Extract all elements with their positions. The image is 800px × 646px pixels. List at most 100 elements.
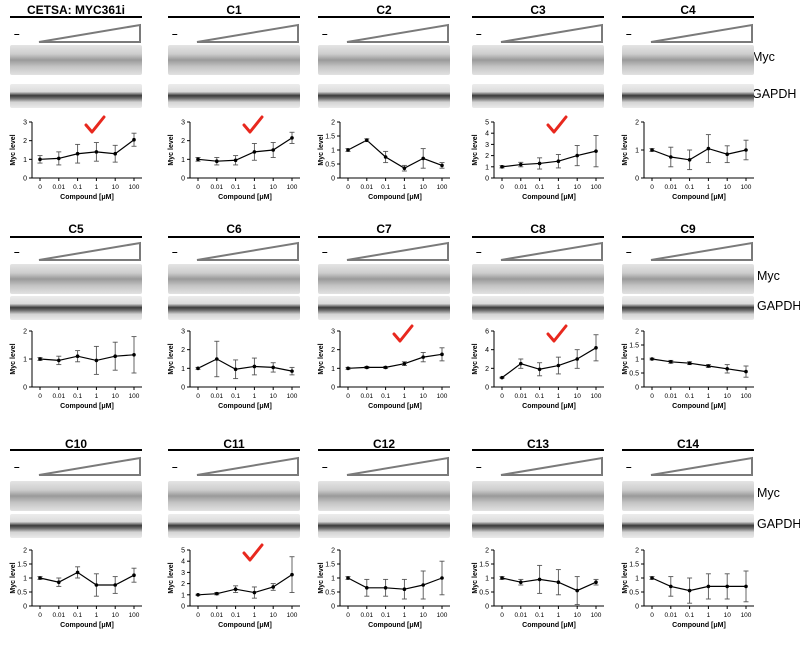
data-point xyxy=(440,352,444,357)
concentration-wedge xyxy=(346,23,449,43)
title-underline xyxy=(318,16,450,18)
y-tick-label: 0 xyxy=(181,176,185,183)
myc-level-plot: 0 1 2 Myc level 0 0.01 0.1 1 10 100 Compound [μM] xyxy=(10,329,142,410)
x-tick-label: 10 xyxy=(270,612,278,619)
x-tick-label: 0 xyxy=(346,612,350,619)
myc-level-plot: 0 0.5 1 1.5 2 Myc level 0 0.01 0.1 1 10 100 Compound… xyxy=(622,548,754,629)
y-tick-label: 1 xyxy=(23,357,27,364)
x-tick-label: 0.01 xyxy=(52,612,65,619)
title-underline xyxy=(622,16,754,18)
myc-level-plot: 0 1 2 3 4 5 Myc level 0 0.01 0.1 1 10 100 Compound [μ… xyxy=(472,120,604,201)
x-tick-label: 100 xyxy=(591,393,602,400)
data-point xyxy=(113,583,117,587)
check-icon xyxy=(242,543,264,562)
x-tick-label: 10 xyxy=(724,393,732,400)
y-tick-label: 6 xyxy=(485,329,489,336)
myc-level-plot: 0 1 2 Myc level 0 0.01 0.1 1 10 100 Compound [μM] xyxy=(622,120,754,201)
data-point xyxy=(252,150,257,154)
y-tick-label: 0 xyxy=(331,385,335,392)
concentration-wedge xyxy=(346,241,449,261)
data-point xyxy=(215,159,219,163)
data-point xyxy=(252,590,257,595)
data-point xyxy=(687,158,692,162)
myc-level-plot: 0 1 2 3 Myc level 0 0.01 0.1 1 10 100 Compound [μM] xyxy=(168,120,300,201)
x-tick-label: 0.1 xyxy=(535,393,544,400)
y-axis-label: Myc level xyxy=(472,134,479,165)
x-tick-label: 10 xyxy=(112,184,120,191)
x-tick-label: 0.01 xyxy=(514,184,527,191)
data-point xyxy=(594,580,598,584)
data-point xyxy=(744,369,748,374)
data-point xyxy=(440,576,444,580)
y-tick-label: 0.5 xyxy=(17,590,27,597)
series-line xyxy=(39,571,135,586)
y-axis-label: Myc level xyxy=(622,562,629,593)
x-tick-label: 0.01 xyxy=(210,393,223,400)
data-point xyxy=(196,366,200,371)
gapdh-blot xyxy=(472,84,604,108)
myc-row-label: Myc xyxy=(752,50,775,64)
panel-title: C6 xyxy=(226,222,242,236)
data-point xyxy=(75,354,80,358)
x-tick-label: 0 xyxy=(500,393,504,400)
y-tick-label: 2 xyxy=(331,548,335,555)
x-tick-label: 100 xyxy=(437,612,448,619)
title-underline xyxy=(168,236,300,238)
series-line xyxy=(501,347,597,379)
gapdh-row-label: GAPDH xyxy=(752,87,797,101)
myc-level-plot: 0 2 4 6 Myc level 0 0.01 0.1 1 10 100 Compound [μM] xyxy=(472,329,604,410)
x-tick-label: 1 xyxy=(253,612,257,619)
myc-level-plot: 0 0.5 1 1.5 2 Myc level 0 0.01 0.1 1 10 100 Compound… xyxy=(318,120,450,201)
x-tick-label: 100 xyxy=(129,184,140,191)
myc-blot xyxy=(10,264,142,294)
panel-title: C11 xyxy=(223,437,245,451)
panel-title: C1 xyxy=(226,3,242,17)
y-axis-label: Myc level xyxy=(318,562,325,593)
panel-title: C8 xyxy=(530,222,546,236)
x-tick-label: 10 xyxy=(112,612,120,619)
gapdh-blot xyxy=(318,514,450,538)
y-axis-label: Myc level xyxy=(168,562,175,593)
data-point xyxy=(57,580,61,584)
y-tick-label: 4 xyxy=(485,347,489,354)
x-axis-label: Compound [μM] xyxy=(522,194,576,201)
x-tick-label: 1 xyxy=(707,393,711,400)
y-tick-label: 2 xyxy=(635,548,639,555)
data-point xyxy=(196,157,200,162)
title-underline xyxy=(472,449,604,451)
x-tick-label: 0 xyxy=(346,184,350,191)
x-tick-label: 1 xyxy=(95,393,99,400)
x-tick-label: 100 xyxy=(437,393,448,400)
y-tick-label: 1 xyxy=(331,148,335,155)
x-tick-label: 0 xyxy=(38,612,42,619)
x-tick-label: 0.01 xyxy=(210,612,223,619)
x-tick-label: 100 xyxy=(741,184,752,191)
x-tick-label: 0.1 xyxy=(73,393,82,400)
data-point xyxy=(725,584,729,589)
data-point xyxy=(421,156,425,161)
data-point xyxy=(38,157,42,162)
x-tick-label: 0.1 xyxy=(73,184,82,191)
data-point xyxy=(252,364,257,369)
data-point xyxy=(706,584,711,589)
data-point xyxy=(233,367,238,372)
title-underline xyxy=(168,16,300,18)
x-tick-label: 0.01 xyxy=(514,612,527,619)
myc-level-plot: 0 0.5 1 1.5 2 Myc level 0 0.01 0.1 1 10 100 Compound… xyxy=(472,548,604,629)
data-point xyxy=(38,357,42,361)
x-tick-label: 0.01 xyxy=(664,393,677,400)
data-point xyxy=(402,361,407,366)
concentration-wedge xyxy=(346,456,449,476)
y-tick-label: 2 xyxy=(181,347,185,354)
series-line xyxy=(347,353,443,369)
concentration-wedge xyxy=(500,23,603,43)
x-tick-label: 1 xyxy=(707,184,711,191)
x-axis-label: Compound [μM] xyxy=(60,194,114,201)
y-tick-label: 1 xyxy=(181,157,185,164)
vehicle-dash: – xyxy=(626,247,632,258)
data-point xyxy=(94,583,99,587)
data-point xyxy=(383,155,388,159)
data-point xyxy=(575,153,579,158)
vehicle-dash: – xyxy=(322,462,328,473)
gapdh-blot xyxy=(168,84,300,108)
